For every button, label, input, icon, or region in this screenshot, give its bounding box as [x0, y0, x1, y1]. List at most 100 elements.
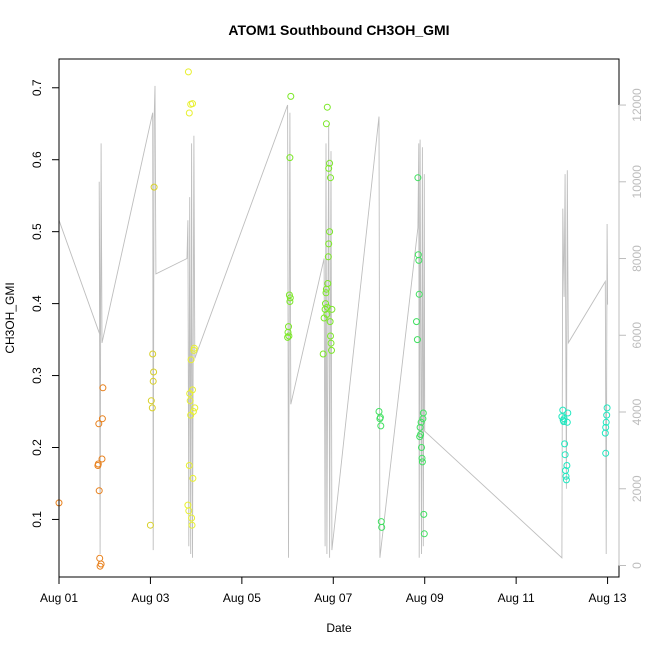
- data-point: [150, 183, 158, 191]
- y-tick-label: 0.2: [30, 439, 44, 456]
- y-tick-label: 0.6: [30, 151, 44, 168]
- data-point: [322, 120, 330, 128]
- data-point: [97, 560, 105, 568]
- data-point: [98, 455, 106, 463]
- data-point: [416, 423, 424, 431]
- data-point: [326, 159, 334, 167]
- data-point: [184, 68, 192, 76]
- data-point: [559, 406, 567, 414]
- x-tick-label: Aug 05: [223, 591, 261, 605]
- data-point: [189, 408, 197, 415]
- data-point: [413, 318, 420, 326]
- data-point: [185, 507, 193, 515]
- data-point: [284, 333, 292, 341]
- data-point: [564, 409, 572, 417]
- data-point: [322, 300, 329, 308]
- data-point: [98, 415, 106, 423]
- data-point: [417, 431, 425, 438]
- data-point: [325, 164, 333, 172]
- y-tick-label: 0.5: [30, 223, 44, 240]
- data-point: [186, 397, 194, 405]
- data-point: [327, 174, 334, 182]
- data-point: [324, 253, 332, 261]
- data-point: [326, 318, 334, 326]
- data-point: [327, 339, 335, 347]
- data-point: [603, 411, 611, 419]
- data-point: [99, 384, 107, 392]
- data-point: [603, 404, 611, 412]
- data-point: [602, 423, 610, 431]
- data-point: [189, 474, 197, 482]
- data-point: [96, 554, 104, 562]
- data-point: [413, 336, 421, 344]
- right-tick-label: 10000: [630, 165, 644, 199]
- right-y-axis: 0 2000 4000 6000 8000 10000 12000: [618, 88, 644, 569]
- data-point: [328, 346, 335, 354]
- right-tick-label: 4000: [630, 398, 644, 425]
- data-point: [415, 256, 423, 264]
- x-tick-label: Aug 07: [314, 591, 352, 605]
- data-point: [601, 429, 609, 437]
- data-point: [418, 454, 426, 462]
- data-point: [562, 476, 570, 484]
- data-point: [328, 305, 336, 313]
- right-tick-label: 6000: [630, 322, 644, 349]
- data-point: [286, 154, 294, 162]
- data-point: [150, 368, 158, 376]
- right-tick-label: 8000: [630, 245, 644, 272]
- y-axis: 0.1 0.2 0.3 0.4 0.5 0.6 0.7: [30, 79, 60, 528]
- y-tick-label: 0.7: [30, 79, 44, 96]
- x-tick-label: Aug 11: [498, 591, 535, 605]
- data-point: [420, 530, 428, 538]
- altitude-line: [58, 85, 609, 559]
- data-point: [146, 521, 154, 529]
- data-point: [185, 109, 193, 117]
- data-point: [191, 404, 199, 412]
- data-point: [147, 397, 155, 405]
- right-tick-label: 12000: [630, 88, 644, 122]
- data-point: [327, 332, 334, 340]
- data-point: [562, 472, 570, 480]
- data-point: [188, 514, 196, 522]
- data-point: [324, 280, 332, 287]
- data-point: [323, 310, 331, 318]
- data-point: [415, 290, 423, 298]
- x-tick-label: Aug 13: [589, 591, 627, 605]
- data-point: [323, 103, 331, 111]
- data-point: [285, 332, 293, 340]
- data-point: [560, 418, 568, 426]
- data-point: [286, 294, 294, 302]
- data-point: [417, 418, 425, 426]
- data-point: [185, 462, 193, 469]
- data-points: [55, 68, 611, 570]
- data-point: [95, 420, 103, 428]
- plot-frame: [58, 58, 620, 578]
- data-point: [189, 386, 196, 394]
- data-point: [561, 440, 569, 448]
- data-point: [187, 356, 195, 364]
- right-tick-label: 0: [630, 562, 644, 569]
- data-point: [378, 523, 386, 531]
- data-point: [148, 404, 156, 412]
- data-point: [286, 298, 294, 305]
- data-point: [285, 291, 293, 299]
- data-point: [325, 240, 333, 248]
- data-point: [377, 518, 385, 526]
- data-point: [414, 174, 422, 182]
- data-point: [563, 462, 571, 469]
- data-point: [188, 521, 196, 529]
- data-point: [375, 408, 383, 415]
- right-tick-label: 2000: [630, 475, 644, 502]
- data-point: [602, 418, 610, 426]
- data-point: [95, 487, 103, 495]
- data-point: [319, 350, 327, 358]
- data-point: [326, 228, 334, 236]
- data-point: [322, 289, 330, 297]
- x-axis: Aug 01 Aug 03 Aug 05 Aug 07 Aug 09 Aug 11 Aug …: [40, 576, 627, 605]
- x-tick-label: Aug 01: [40, 591, 78, 605]
- x-tick-label: Aug 03: [131, 591, 169, 605]
- chart-title: ATOM1 Southbound CH3OH_GMI: [228, 22, 449, 38]
- x-tick-label: Aug 09: [406, 591, 444, 605]
- data-point: [285, 323, 292, 331]
- x-axis-title: Date: [326, 621, 352, 635]
